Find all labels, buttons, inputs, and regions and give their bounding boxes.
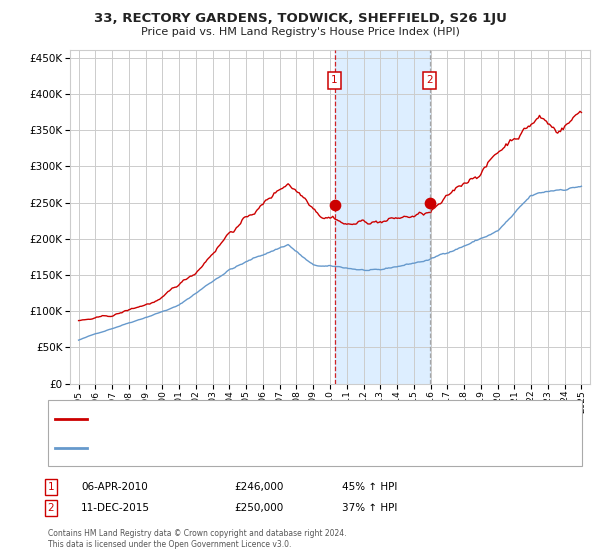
Text: 2: 2 (427, 76, 433, 85)
Point (425, 198, 434, 207)
Text: 2: 2 (47, 503, 55, 513)
Text: Contains HM Land Registry data © Crown copyright and database right 2024.
This d: Contains HM Land Registry data © Crown c… (48, 529, 347, 549)
Text: 37% ↑ HPI: 37% ↑ HPI (342, 503, 397, 513)
Text: HPI: Average price, detached house, Rotherham: HPI: Average price, detached house, Roth… (93, 442, 328, 452)
Text: £246,000: £246,000 (234, 482, 283, 492)
Point (330, 201, 340, 210)
Text: 1: 1 (331, 76, 338, 85)
Bar (335, 50, 430, 384)
Text: Price paid vs. HM Land Registry's House Price Index (HPI): Price paid vs. HM Land Registry's House … (140, 27, 460, 37)
Text: 11-DEC-2015: 11-DEC-2015 (81, 503, 150, 513)
Text: 33, RECTORY GARDENS, TODWICK, SHEFFIELD, S26 1JU (detached house): 33, RECTORY GARDENS, TODWICK, SHEFFIELD,… (93, 414, 454, 424)
Text: 33, RECTORY GARDENS, TODWICK, SHEFFIELD, S26 1JU: 33, RECTORY GARDENS, TODWICK, SHEFFIELD,… (94, 12, 506, 25)
Text: 45% ↑ HPI: 45% ↑ HPI (342, 482, 397, 492)
Text: £250,000: £250,000 (234, 503, 283, 513)
Text: 1: 1 (47, 482, 55, 492)
Text: 06-APR-2010: 06-APR-2010 (81, 482, 148, 492)
